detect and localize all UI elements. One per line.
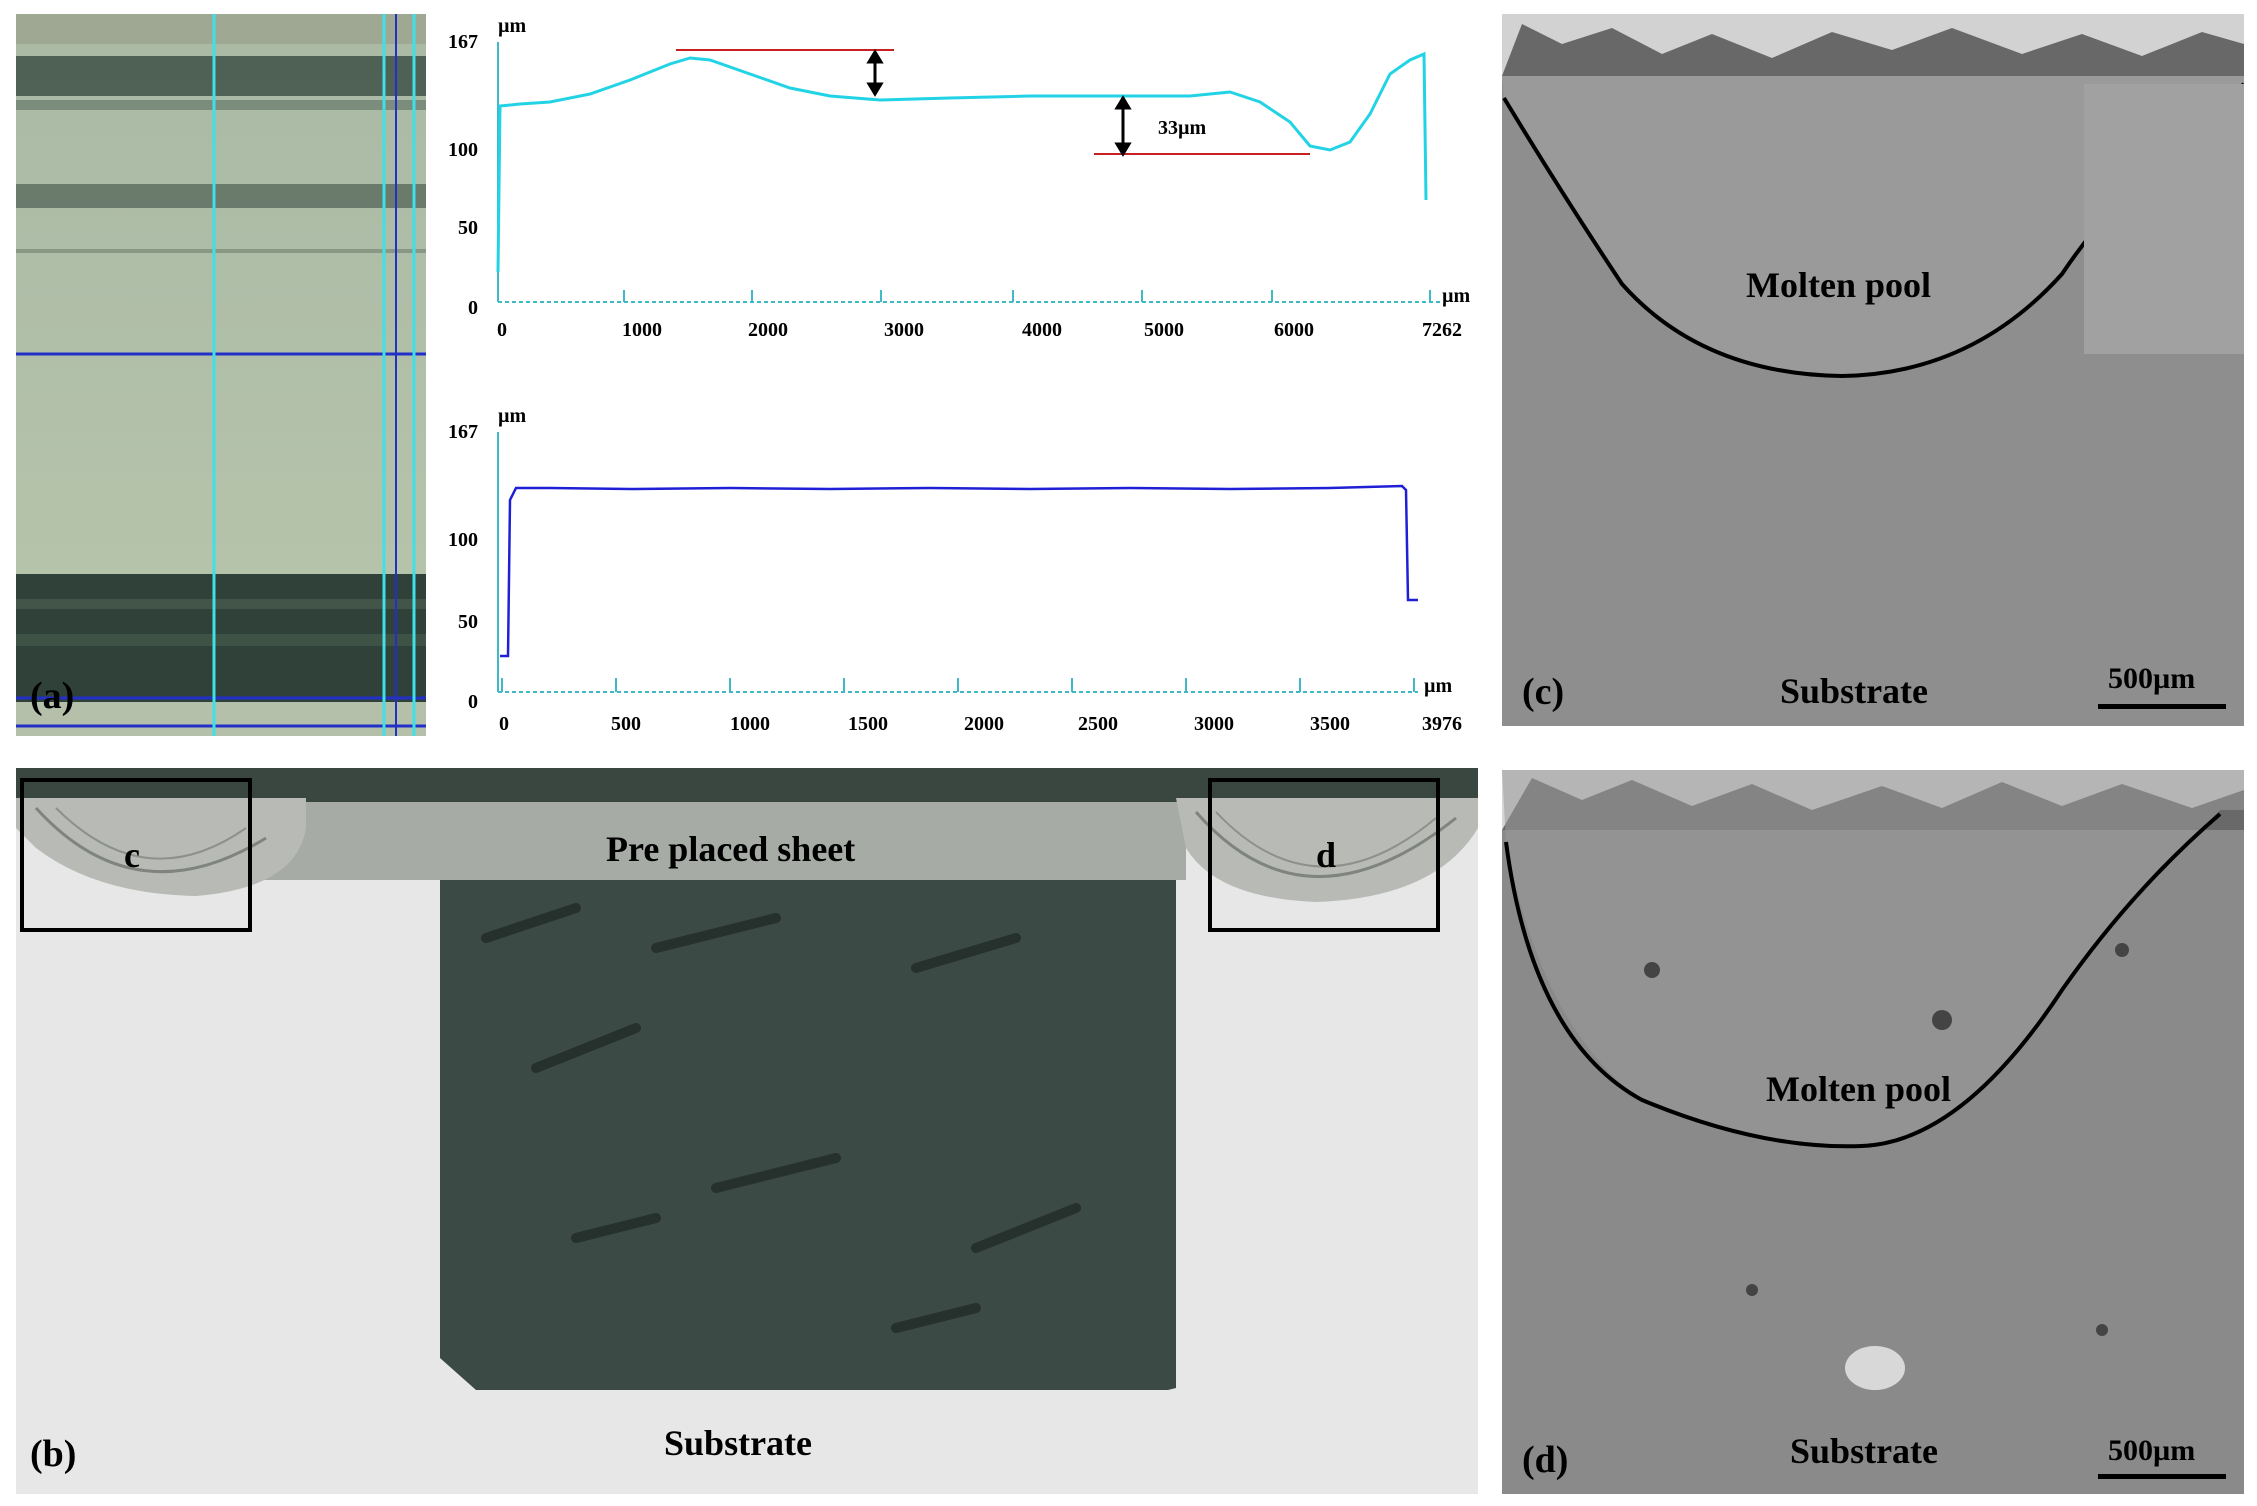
panel-c-molten-pool-label: Molten pool xyxy=(1746,265,1931,305)
top-x-unit: µm xyxy=(1442,285,1471,307)
panel-b-substrate-label: Substrate xyxy=(664,1423,813,1463)
bottom-y-unit: µm xyxy=(498,405,527,427)
top-x-tick: 0 xyxy=(497,319,507,341)
top-x-tick: 6000 xyxy=(1274,319,1314,341)
top-y-unit: µm xyxy=(498,15,527,37)
panel-d-image xyxy=(1502,770,2244,1494)
top-annotation-33um: 33µm xyxy=(1158,117,1207,139)
panel-b-image xyxy=(16,768,1478,1494)
bottom-profile-line xyxy=(500,484,1418,658)
panel-d-pool-boundary xyxy=(1504,812,2222,1149)
bottom-y-tick: 167 xyxy=(448,421,478,443)
bottom-x-tick: 1000 xyxy=(730,713,770,735)
box-c-label: c xyxy=(124,835,140,875)
bottom-y-tick: 0 xyxy=(468,691,478,713)
top-profile-line xyxy=(496,51,1428,273)
top-y-tick: 167 xyxy=(448,31,478,53)
panel-d-sem: Molten pool Substrate 500µm (d) xyxy=(1502,770,2244,1494)
panel-c-scale-bar xyxy=(2098,704,2226,709)
panel-b-cross-section: Pre placed sheet Substrate c d (b) xyxy=(16,768,1478,1494)
bottom-x-tick: 1500 xyxy=(848,713,888,735)
pre-placed-sheet-label: Pre placed sheet xyxy=(606,829,856,869)
bottom-y-tick: 50 xyxy=(458,611,478,633)
box-d-label: d xyxy=(1316,835,1337,875)
panel-b-label: (b) xyxy=(30,1433,77,1475)
panel-c-label: (c) xyxy=(1522,671,1565,713)
panel-c-scale-label: 500µm xyxy=(2108,662,2196,695)
panel-d-label: (d) xyxy=(1522,1439,1569,1481)
panel-c-sem: Molten pool Substrate 500µm (c) xyxy=(1502,14,2244,726)
top-y-tick: 50 xyxy=(458,217,478,239)
panel-d-substrate-label: Substrate xyxy=(1790,1431,1939,1471)
panel-c-image xyxy=(1502,14,2244,726)
panel-d-scale-bar xyxy=(2098,1474,2226,1479)
panel-c-substrate-label: Substrate xyxy=(1780,671,1929,711)
bottom-x-unit: µm xyxy=(1424,675,1453,697)
top-x-tick: 2000 xyxy=(748,319,788,341)
top-y-tick: 100 xyxy=(448,139,478,161)
top-x-tick: 1000 xyxy=(622,319,662,341)
bottom-y-tick: 100 xyxy=(448,529,478,551)
bottom-x-tick: 2500 xyxy=(1078,713,1118,735)
bottom-x-tick: 0 xyxy=(499,713,509,735)
top-y-tick: 0 xyxy=(468,297,478,319)
panel-a-micrograph: (a) xyxy=(16,14,426,736)
bottom-x-tick: 500 xyxy=(611,713,641,735)
panel-a-surface-image xyxy=(16,14,426,736)
profile-chart-top: µm 167 100 50 0 µm 0 1000 2000 3000 4000… xyxy=(448,15,1471,341)
panel-d-scale-label: 500µm xyxy=(2108,1434,2196,1467)
profile-chart-bottom: µm 167 100 50 0 µm 0 500 1000 1500 2000 … xyxy=(448,405,1462,735)
bottom-x-tick: 2000 xyxy=(964,713,1004,735)
panel-d-molten-pool-label: Molten pool xyxy=(1766,1069,1951,1109)
top-x-tick: 5000 xyxy=(1144,319,1184,341)
bottom-x-tick: 3976 xyxy=(1422,713,1462,735)
bottom-x-tick: 3500 xyxy=(1310,713,1350,735)
top-x-tick: 7262 xyxy=(1422,319,1462,341)
top-x-tick: 4000 xyxy=(1022,319,1062,341)
panel-a-label: (a) xyxy=(30,675,75,717)
bottom-x-tick: 3000 xyxy=(1194,713,1234,735)
top-x-tick: 3000 xyxy=(884,319,924,341)
